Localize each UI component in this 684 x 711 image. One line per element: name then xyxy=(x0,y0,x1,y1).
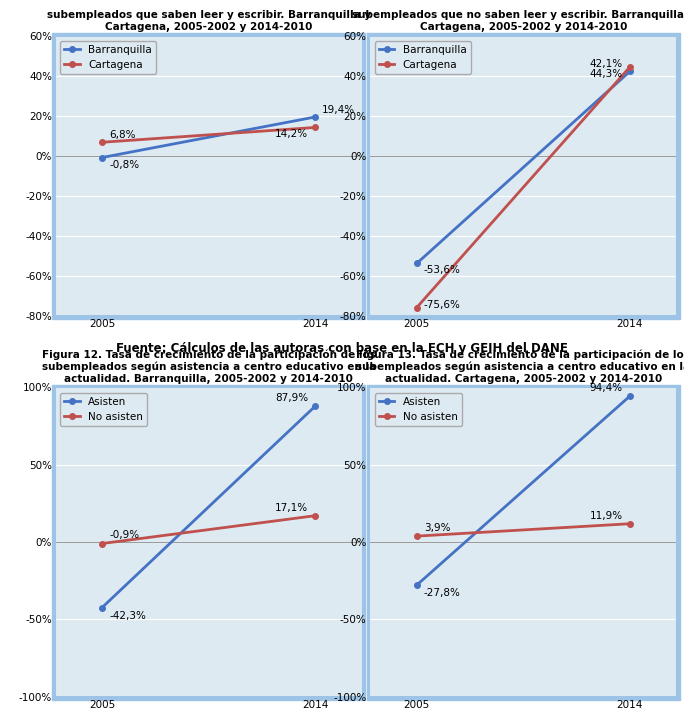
Line: Asisten: Asisten xyxy=(99,403,318,610)
Text: -0,9%: -0,9% xyxy=(109,530,140,540)
Line: No asisten: No asisten xyxy=(99,513,318,546)
Barranquilla xyxy=(626,68,634,76)
Legend: Asisten, No asisten: Asisten, No asisten xyxy=(60,392,147,427)
Text: Fuente: Cálculos de las autoras con base en la ECH y GEIH del DANE: Fuente: Cálculos de las autoras con base… xyxy=(116,342,568,355)
Line: Asisten: Asisten xyxy=(414,393,633,588)
Barranquilla xyxy=(412,260,421,268)
Legend: Barranquilla, Cartagena: Barranquilla, Cartagena xyxy=(375,41,471,75)
Line: No asisten: No asisten xyxy=(414,521,633,539)
No asisten xyxy=(98,539,106,547)
No asisten xyxy=(412,532,421,540)
Text: 94,4%: 94,4% xyxy=(590,383,622,393)
Line: Barranquilla: Barranquilla xyxy=(414,69,633,266)
Text: subempleados que no saben leer y escribir. Barranquilla y
Cartagena, 2005-2002 y: subempleados que no saben leer y escribi… xyxy=(352,11,684,32)
No asisten xyxy=(311,511,319,520)
Text: 19,4%: 19,4% xyxy=(322,105,356,115)
Text: 87,9%: 87,9% xyxy=(275,393,308,403)
Line: Cartagena: Cartagena xyxy=(99,124,318,145)
Text: 17,1%: 17,1% xyxy=(275,503,308,513)
Asisten xyxy=(98,604,106,612)
Legend: Barranquilla, Cartagena: Barranquilla, Cartagena xyxy=(60,41,156,75)
Text: 14,2%: 14,2% xyxy=(275,129,308,139)
Text: -75,6%: -75,6% xyxy=(424,299,461,309)
Text: -0,8%: -0,8% xyxy=(109,159,140,169)
Asisten xyxy=(626,392,634,400)
Barranquilla xyxy=(311,113,319,122)
Text: Figura 13. Tasa de crecimiento de la participación de los
subempleados según asi: Figura 13. Tasa de crecimiento de la par… xyxy=(356,350,684,384)
Text: -27,8%: -27,8% xyxy=(424,588,461,598)
Text: 44,3%: 44,3% xyxy=(590,69,622,79)
Text: 42,1%: 42,1% xyxy=(590,60,622,70)
Cartagena xyxy=(311,123,319,132)
Text: 3,9%: 3,9% xyxy=(424,523,450,533)
Text: subempleados que saben leer y escribir. Barranquilla y
Cartagena, 2005-2002 y 20: subempleados que saben leer y escribir. … xyxy=(47,11,371,32)
Text: -42,3%: -42,3% xyxy=(109,611,146,621)
Line: Barranquilla: Barranquilla xyxy=(99,114,318,160)
Barranquilla xyxy=(98,154,106,162)
Cartagena xyxy=(98,138,106,146)
Asisten xyxy=(412,581,421,589)
Text: -53,6%: -53,6% xyxy=(424,265,461,275)
Text: Figura 12. Tasa de crecimiento de la participación de los
subempleados según asi: Figura 12. Tasa de crecimiento de la par… xyxy=(42,350,376,384)
Text: 11,9%: 11,9% xyxy=(590,510,622,520)
Asisten xyxy=(311,402,319,410)
Legend: Asisten, No asisten: Asisten, No asisten xyxy=(375,392,462,427)
No asisten xyxy=(626,520,634,528)
Text: 6,8%: 6,8% xyxy=(109,130,135,140)
